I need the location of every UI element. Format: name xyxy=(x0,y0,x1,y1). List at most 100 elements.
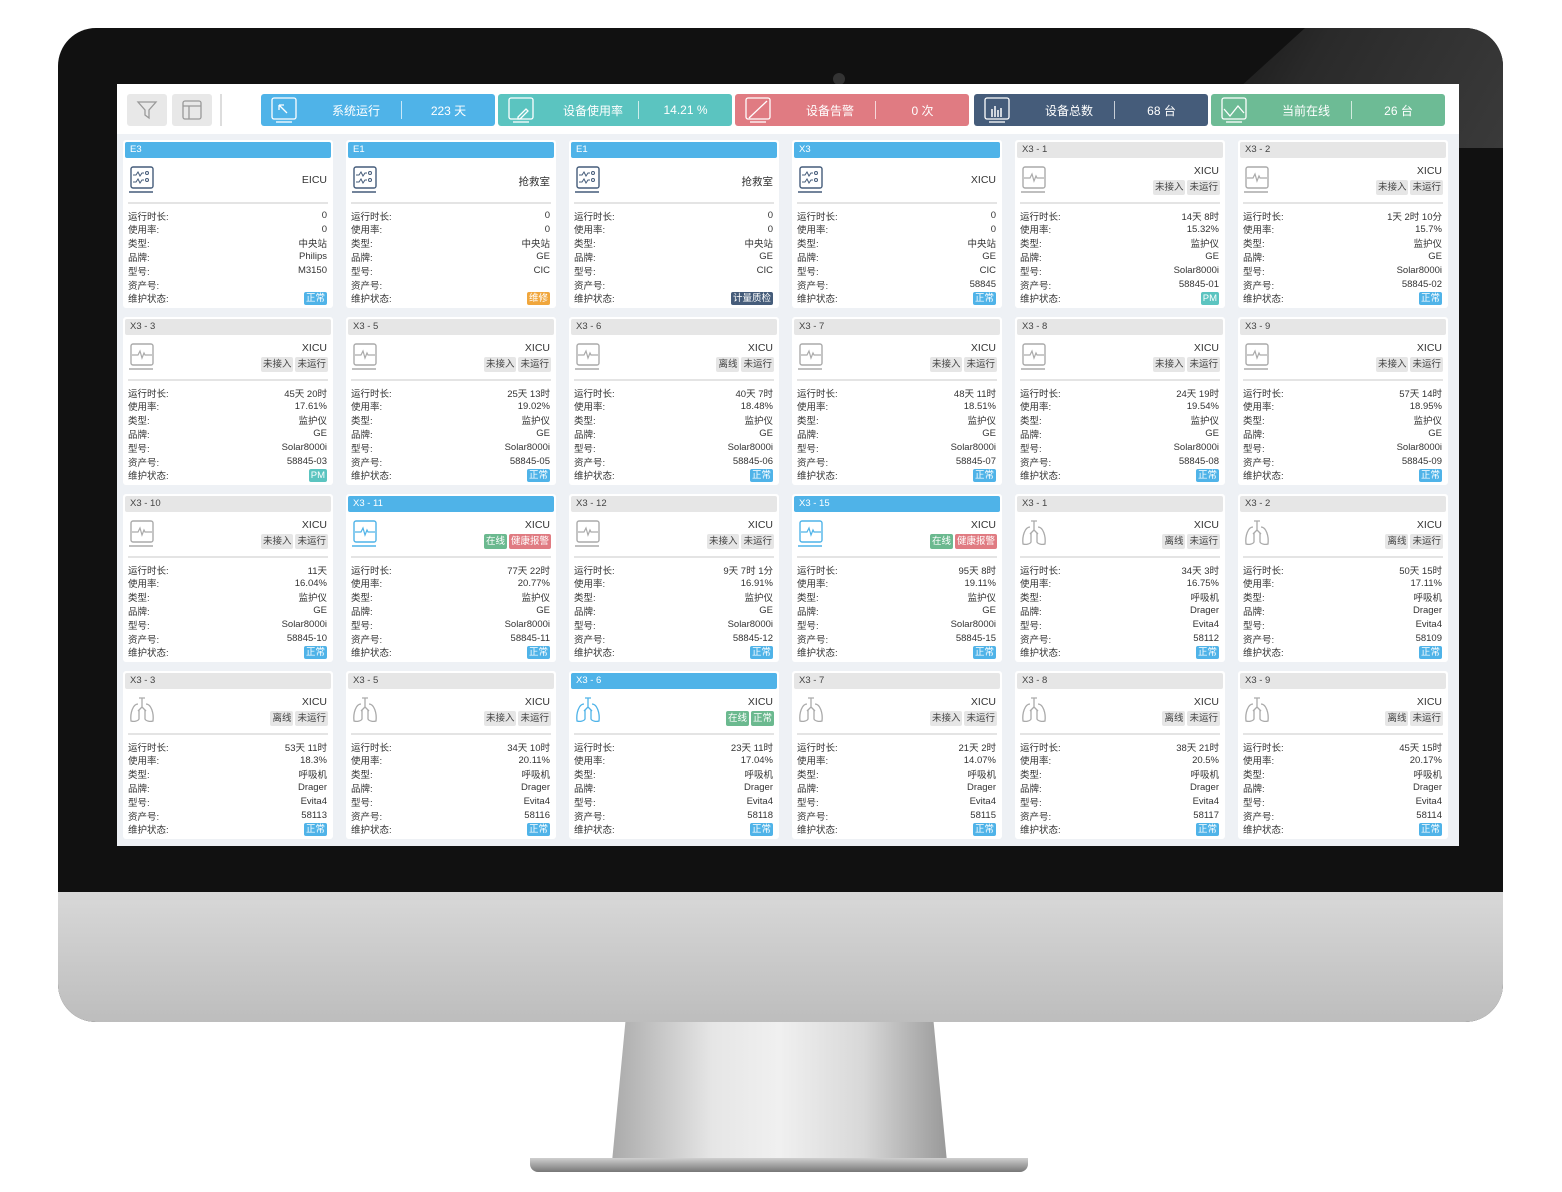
monitor-foot xyxy=(530,1158,1028,1172)
stat-tile-3[interactable]: 设备总数 68 台 xyxy=(974,94,1208,126)
field-value: CIC xyxy=(979,265,996,277)
layout-button[interactable] xyxy=(172,94,212,126)
stat-value: 26 台 xyxy=(1384,103,1413,118)
field-value: 58845-11 xyxy=(510,633,550,644)
field-value: GE xyxy=(759,251,773,263)
field-value: 57天 14时 xyxy=(1399,388,1442,400)
status-tag: 未接入 xyxy=(260,357,294,372)
status-tag: 离线 xyxy=(1162,534,1186,549)
field-value: 19.11% xyxy=(964,577,996,589)
field-row-runtime: 运行时长: 23天 11时 xyxy=(574,740,773,754)
maintenance-status-badge: 正常 xyxy=(1195,468,1219,482)
maintenance-status-badge: 维修 xyxy=(526,291,550,305)
field-label: 资产号: xyxy=(351,280,383,292)
stat-tile-2[interactable]: 设备告警 0 次 xyxy=(735,94,969,126)
field-label: 运行时长: xyxy=(797,742,838,754)
card-divider xyxy=(574,556,774,558)
field-label: 维护状态: xyxy=(797,825,838,837)
field-row-asset: 资产号: 58112 xyxy=(1020,632,1219,646)
field-value: Evita4 xyxy=(1415,619,1442,631)
device-card[interactable]: X3 - 10 XICU 未接入 未运行 运行时长: 11天 使用率: 16.04% 类型: 监… xyxy=(123,494,333,662)
device-card[interactable]: X3 - 7 XICU 未接入 未运行 运行时长: 21天 2时 使用率: 14.07% 类型… xyxy=(792,671,1002,839)
device-card[interactable]: X3 - 8 XICU 离线 未运行 运行时长: 38天 21时 使用率: 20.5% 类型:… xyxy=(1015,671,1225,839)
device-card[interactable]: E3 EICU 运行时长: 0 使用率: 0 类型: 中央站 品牌: Philips 型号: M31… xyxy=(123,140,333,308)
card-divider xyxy=(351,202,551,204)
device-card[interactable]: X3 - 2 XICU 离线 未运行 运行时长: 50天 15时 使用率: 17.11% 类型… xyxy=(1238,494,1448,662)
device-card[interactable]: X3 - 15 XICU 在线 健康报警 运行时长: 95天 8时 使用率: 19.11% 类… xyxy=(792,494,1002,662)
device-card[interactable]: X3 - 5 XICU 未接入 未运行 运行时长: 34天 10时 使用率: 20.11% 类… xyxy=(346,671,556,839)
field-value: 21天 2时 xyxy=(958,742,997,754)
stat-value: 223 天 xyxy=(430,103,467,118)
field-label: 资产号: xyxy=(1020,811,1052,823)
field-row-brand: 品牌: Drager xyxy=(1020,781,1219,795)
patient-monitor-icon xyxy=(1244,343,1269,370)
filter-button[interactable] xyxy=(127,94,167,126)
field-row-status: 维护状态: 正常 xyxy=(128,291,327,305)
field-value: 45天 15时 xyxy=(1399,742,1442,754)
field-row-model: 型号: Solar8000i xyxy=(574,618,773,632)
field-value: 1天 2时 10分 xyxy=(1387,211,1442,223)
line-chart-screen-icon xyxy=(1221,97,1247,123)
field-value: GE xyxy=(536,428,550,440)
field-row-model: 型号: Solar8000i xyxy=(351,618,550,632)
maintenance-status-badge: 正常 xyxy=(303,645,327,659)
field-label: 资产号: xyxy=(351,811,383,823)
field-label: 资产号: xyxy=(128,457,160,469)
device-card[interactable]: X3 - 7 XICU 未接入 未运行 运行时长: 48天 11时 使用率: 18.51% 类… xyxy=(792,317,1002,485)
field-label: 型号: xyxy=(128,266,150,278)
device-card[interactable]: X3 - 6 XICU 离线 未运行 运行时长: 40天 7时 使用率: 18.48% 类型:… xyxy=(569,317,779,485)
card-divider xyxy=(351,379,551,381)
device-card[interactable]: X3 - 3 XICU 未接入 未运行 运行时长: 45天 20时 使用率: 17.61% 类… xyxy=(123,317,333,485)
field-row-runtime: 运行时长: 0 xyxy=(574,209,773,223)
device-card[interactable]: X3 - 9 XICU 未接入 未运行 运行时长: 57天 14时 使用率: 18.95% 类… xyxy=(1238,317,1448,485)
stat-tile-1[interactable]: 设备使用率 14.21 % xyxy=(498,94,732,126)
field-label: 资产号: xyxy=(1243,811,1275,823)
field-label: 型号: xyxy=(351,797,373,809)
stat-label: 设备总数 xyxy=(1044,103,1093,118)
device-card[interactable]: X3 - 5 XICU 未接入 未运行 运行时长: 25天 13时 使用率: 19.02% 类… xyxy=(346,317,556,485)
device-card[interactable]: X3 - 12 XICU 未接入 未运行 运行时长: 9天 7时 1分 使用率: 16.91… xyxy=(569,494,779,662)
device-card[interactable]: X3 - 1 XICU 离线 未运行 运行时长: 34天 3时 使用率: 16.75% 类型:… xyxy=(1015,494,1225,662)
field-row-brand: 品牌: Philips xyxy=(128,250,327,264)
ventilator-lungs-icon xyxy=(1245,520,1269,546)
card-divider xyxy=(351,556,551,558)
field-value: 9天 7时 1分 xyxy=(723,565,773,577)
field-row-usage: 使用率: 0 xyxy=(351,223,550,237)
device-card[interactable]: X3 - 1 XICU 未接入 未运行 运行时长: 14天 8时 使用率: 15.32% 类型… xyxy=(1015,140,1225,308)
device-card[interactable]: X3 - 9 XICU 离线 未运行 运行时长: 45天 15时 使用率: 20.17% 类型… xyxy=(1238,671,1448,839)
field-row-type: 类型: 监护仪 xyxy=(797,591,996,604)
device-card[interactable]: X3 - 2 XICU 未接入 未运行 运行时长: 1天 2时 10分 使用率: 15.7%… xyxy=(1238,140,1448,308)
field-row-type: 类型: 监护仪 xyxy=(1243,237,1442,250)
field-row-asset: 资产号: 58845-11 xyxy=(351,632,550,646)
field-row-runtime: 运行时长: 53天 11时 xyxy=(128,740,327,754)
stat-value: 14.21 % xyxy=(663,103,708,117)
field-label: 品牌: xyxy=(351,429,373,441)
field-row-type: 类型: 呼吸机 xyxy=(797,768,996,781)
field-label: 类型: xyxy=(797,416,819,428)
stat-tile-0[interactable]: 系统运行 223 天 xyxy=(261,94,495,126)
stat-tile-4[interactable]: 当前在线 26 台 xyxy=(1211,94,1445,126)
patient-monitor-icon xyxy=(129,520,154,547)
card-location: XICU xyxy=(747,696,773,708)
device-card[interactable]: X3 - 3 XICU 离线 未运行 运行时长: 53天 11时 使用率: 18.3% 类型:… xyxy=(123,671,333,839)
field-label: 运行时长: xyxy=(1020,388,1061,400)
field-label: 维护状态: xyxy=(1243,471,1284,483)
status-tag: 未运行 xyxy=(295,357,328,372)
device-card[interactable]: X3 - 6 XICU 在线 正常 运行时长: 23天 11时 使用率: 17.04% 类型:… xyxy=(569,671,779,839)
field-value: 58845-07 xyxy=(955,456,996,467)
field-row-asset: 资产号: xyxy=(574,278,773,292)
field-row-runtime: 运行时长: 77天 22时 xyxy=(351,563,550,577)
field-row-brand: 品牌: Drager xyxy=(1020,604,1219,618)
field-row-status: 维护状态: 正常 xyxy=(1020,645,1219,659)
field-label: 品牌: xyxy=(1243,429,1265,441)
field-row-model: 型号: Solar8000i xyxy=(1020,441,1219,455)
device-card[interactable]: X3 - 11 XICU 在线 健康报警 运行时长: 77天 22时 使用率: 20.77%… xyxy=(346,494,556,662)
device-card[interactable]: E1 抢救室 运行时长: 0 使用率: 0 类型: 中央站 品牌: GE 型号: CIC 资产号: 维护… xyxy=(346,140,556,308)
field-value: Solar8000i xyxy=(1173,265,1219,277)
device-card[interactable]: X3 XICU 运行时长: 0 使用率: 0 类型: 中央站 品牌: GE 型号: CIC 资产号: 5… xyxy=(792,140,1002,308)
field-value: GE xyxy=(1428,428,1442,440)
device-card[interactable]: X3 - 8 XICU 未接入 未运行 运行时长: 24天 19时 使用率: 19.54% 类… xyxy=(1015,317,1225,485)
device-card[interactable]: E1 抢救室 运行时长: 0 使用率: 0 类型: 中央站 品牌: GE 型号: CIC 资产号: 维护… xyxy=(569,140,779,308)
central-station-icon xyxy=(129,166,154,193)
field-label: 使用率: xyxy=(574,225,606,237)
